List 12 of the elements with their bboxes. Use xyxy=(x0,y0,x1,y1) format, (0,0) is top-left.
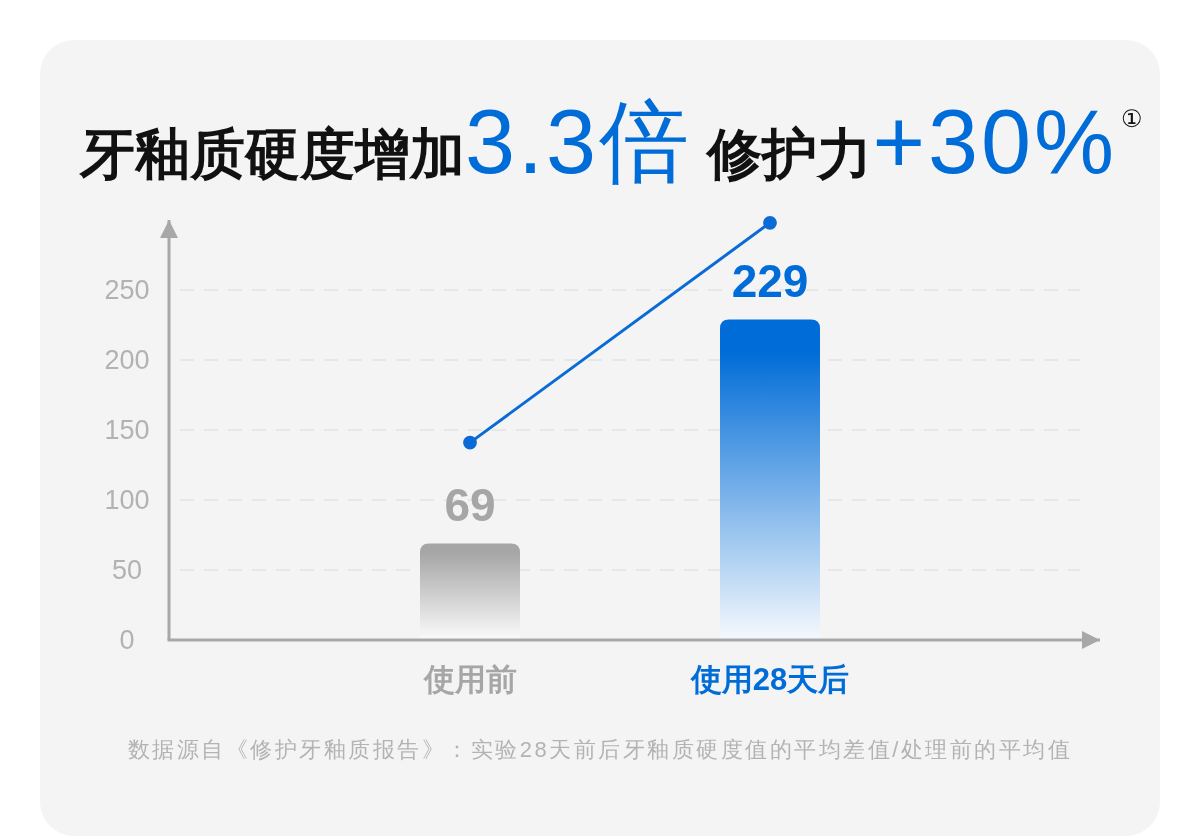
data-label: 69 xyxy=(444,479,496,532)
y-tick-label: 100 xyxy=(104,485,150,516)
chart-title: 牙釉质硬度增加3.3倍 修护力+30%$^{①}$ xyxy=(79,92,1143,192)
data-label: 229 xyxy=(731,255,809,308)
x-tick-label: 使用前 xyxy=(422,662,517,697)
x-tick-label: 使用28天后 xyxy=(689,662,850,697)
text: 数据源自《修护牙釉质报告》：实验28天前后牙釉质硬度值的平均差值/处理前的平均值 xyxy=(127,737,1073,762)
y-tick-label: 150 xyxy=(104,415,150,446)
y-tick-label: 0 xyxy=(119,625,135,656)
y-tick-label: 200 xyxy=(104,345,150,376)
y-tick-label: 250 xyxy=(104,275,150,306)
y-tick-label: 50 xyxy=(111,555,143,586)
